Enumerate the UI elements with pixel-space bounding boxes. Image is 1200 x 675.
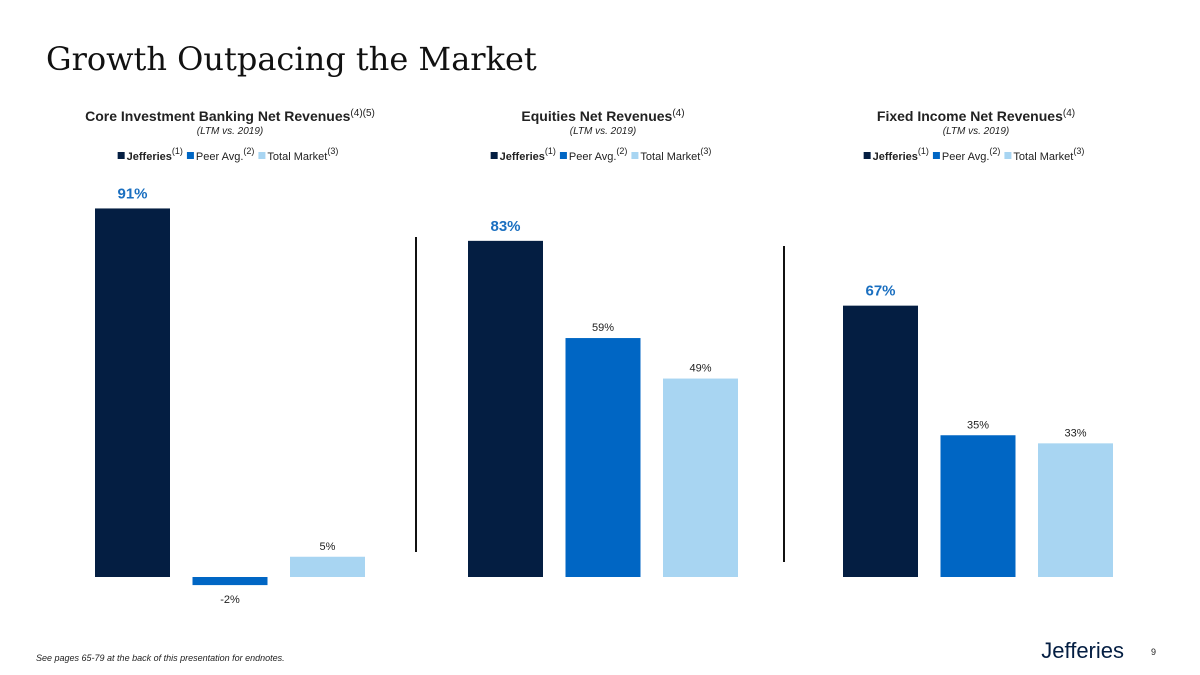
value-label: -2% — [220, 594, 240, 606]
bar — [663, 378, 738, 577]
legend-note: (3) — [1073, 146, 1084, 156]
legend-swatch — [932, 152, 940, 159]
bar — [192, 577, 268, 586]
legend-note: (2) — [989, 146, 1000, 156]
bar — [843, 305, 918, 577]
bar — [95, 208, 170, 577]
legend-note: (1) — [918, 146, 929, 156]
bar — [290, 556, 365, 577]
legend: Jefferies(1) Peer Avg.(2) Total Market(3) — [490, 146, 711, 163]
legend: Jefferies(1) Peer Avg.(2) Total Market(3) — [863, 146, 1084, 163]
title-note: (4) — [1063, 108, 1075, 119]
value-label: 59% — [592, 322, 614, 334]
legend-swatch — [186, 152, 194, 159]
chart-title: Core Investment Banking Net Revenues(4)(… — [85, 108, 375, 124]
legend-entry: Peer Avg.(2) — [569, 146, 628, 163]
bar — [940, 435, 1016, 577]
legend-label: Peer Avg. — [942, 151, 990, 163]
legend-entry: Peer Avg.(2) — [196, 146, 255, 163]
legend-label: Jefferies — [873, 151, 918, 163]
slide-title: Growth Outpacing the Market — [46, 40, 537, 78]
legend-entry: Jefferies(1) — [127, 146, 183, 163]
legend-note: (2) — [616, 146, 627, 156]
logo: Jefferies — [1041, 638, 1124, 663]
chart-subtitle: (LTM vs. 2019) — [197, 126, 264, 137]
value-label: 49% — [689, 363, 711, 375]
page-number: 9 — [1151, 647, 1156, 657]
bar — [565, 338, 641, 577]
legend-note: (3) — [327, 146, 338, 156]
legend-swatch — [863, 152, 871, 159]
legend-entry: Peer Avg.(2) — [942, 146, 1001, 163]
value-label: 5% — [320, 541, 336, 553]
title-text: Fixed Income Net Revenues — [877, 108, 1063, 124]
value-label: 91% — [117, 185, 147, 202]
legend-label: Total Market — [640, 151, 700, 163]
legend: Jefferies(1) Peer Avg.(2) Total Market(3) — [117, 146, 338, 163]
legend-note: (1) — [172, 146, 183, 156]
chart-title: Equities Net Revenues(4) — [521, 108, 684, 124]
legend-entry: Jefferies(1) — [500, 146, 556, 163]
value-label: 35% — [967, 419, 989, 431]
legend-swatch — [117, 152, 125, 159]
legend-swatch — [490, 152, 498, 159]
legend-label: Total Market — [267, 151, 327, 163]
title-note: (4) — [672, 108, 684, 119]
legend-note: (3) — [700, 146, 711, 156]
legend-entry: Total Market(3) — [1013, 146, 1084, 163]
legend-entry: Total Market(3) — [640, 146, 711, 163]
bar — [468, 240, 543, 577]
footnote: See pages 65-79 at the back of this pres… — [36, 653, 285, 663]
legend-label: Peer Avg. — [569, 151, 617, 163]
legend-entry: Total Market(3) — [267, 146, 338, 163]
legend-label: Total Market — [1013, 151, 1073, 163]
chart-subtitle: (LTM vs. 2019) — [943, 126, 1010, 137]
legend-label: Peer Avg. — [196, 151, 244, 163]
legend-swatch — [559, 152, 567, 159]
legend-label: Jefferies — [500, 151, 545, 163]
chart-subtitle: (LTM vs. 2019) — [570, 126, 637, 137]
chart-title: Fixed Income Net Revenues(4) — [877, 108, 1075, 124]
value-label: 67% — [865, 283, 895, 300]
title-text: Equities Net Revenues — [521, 108, 672, 124]
title-text: Core Investment Banking Net Revenues — [85, 108, 351, 124]
legend-entry: Jefferies(1) — [873, 146, 929, 163]
legend-swatch — [1004, 152, 1012, 159]
value-label: 83% — [490, 218, 520, 235]
legend-label: Jefferies — [127, 151, 172, 163]
legend-swatch — [631, 152, 639, 159]
bar — [1038, 443, 1113, 577]
legend-swatch — [258, 152, 266, 159]
legend-note: (2) — [243, 146, 254, 156]
legend-note: (1) — [545, 146, 556, 156]
value-label: 33% — [1064, 427, 1086, 439]
title-note: (4)(5) — [350, 108, 374, 119]
